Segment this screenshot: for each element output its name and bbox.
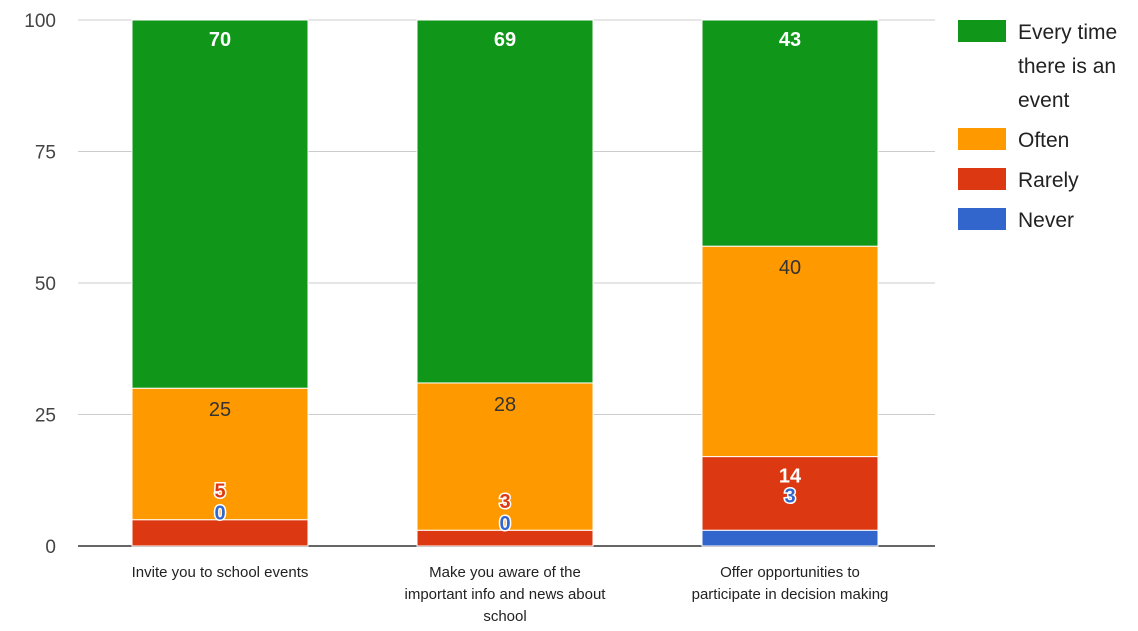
data-label: 3 <box>499 491 510 513</box>
legend-item: Rarely <box>958 164 1136 198</box>
x-tick-label: Offer opportunities to <box>720 564 860 581</box>
data-label: 40 <box>779 257 801 279</box>
y-tick-label: 50 <box>35 274 56 295</box>
bar-segment <box>131 387 309 521</box>
legend-label: Never <box>1018 209 1075 232</box>
legend-label: event <box>1018 89 1070 112</box>
legend-label: Often <box>1018 129 1070 152</box>
x-tick-label: Invite you to school events <box>132 564 309 581</box>
y-tick-label: 0 <box>45 537 56 558</box>
x-tick-label: important info and news about <box>405 586 607 603</box>
data-label: 5 <box>214 481 225 503</box>
data-label: 70 <box>209 29 231 51</box>
data-label: 43 <box>779 29 801 51</box>
data-label: 0 <box>214 503 225 525</box>
bar-segment <box>701 529 879 547</box>
legend-swatch <box>958 20 1006 42</box>
legend: Every time there is an event Often Rarely Nev… <box>958 16 1136 244</box>
bar-segment <box>131 519 309 547</box>
legend-item: Never <box>958 204 1136 238</box>
data-label: 28 <box>494 394 516 416</box>
legend-swatch <box>958 208 1006 230</box>
bar-segment <box>416 382 594 531</box>
legend-swatch <box>958 128 1006 150</box>
y-tick-label: 25 <box>35 406 56 427</box>
legend-label: there is an <box>1018 55 1117 78</box>
data-label: 0 <box>499 513 510 535</box>
legend-swatch <box>958 168 1006 190</box>
bar-segment <box>131 19 309 389</box>
y-tick-label: 75 <box>35 143 56 164</box>
x-tick-label: participate in decision making <box>692 586 889 603</box>
bar-segment <box>701 19 879 247</box>
data-label: 69 <box>494 29 516 51</box>
data-label: 3 <box>784 486 795 508</box>
legend-item: Often <box>958 124 1136 158</box>
legend-item: Every time there is an event <box>958 16 1136 118</box>
data-label: 25 <box>209 399 231 421</box>
legend-label: Rarely <box>1018 169 1079 192</box>
bar-segment <box>701 245 879 458</box>
legend-label: Every time <box>1018 21 1118 44</box>
bar-segment <box>701 456 879 531</box>
y-tick-label: 100 <box>24 11 56 32</box>
x-tick-label: school <box>483 608 526 625</box>
bar-segment <box>416 19 594 384</box>
data-label: 14 <box>779 466 802 488</box>
x-tick-label: Make you aware of the <box>429 564 581 581</box>
